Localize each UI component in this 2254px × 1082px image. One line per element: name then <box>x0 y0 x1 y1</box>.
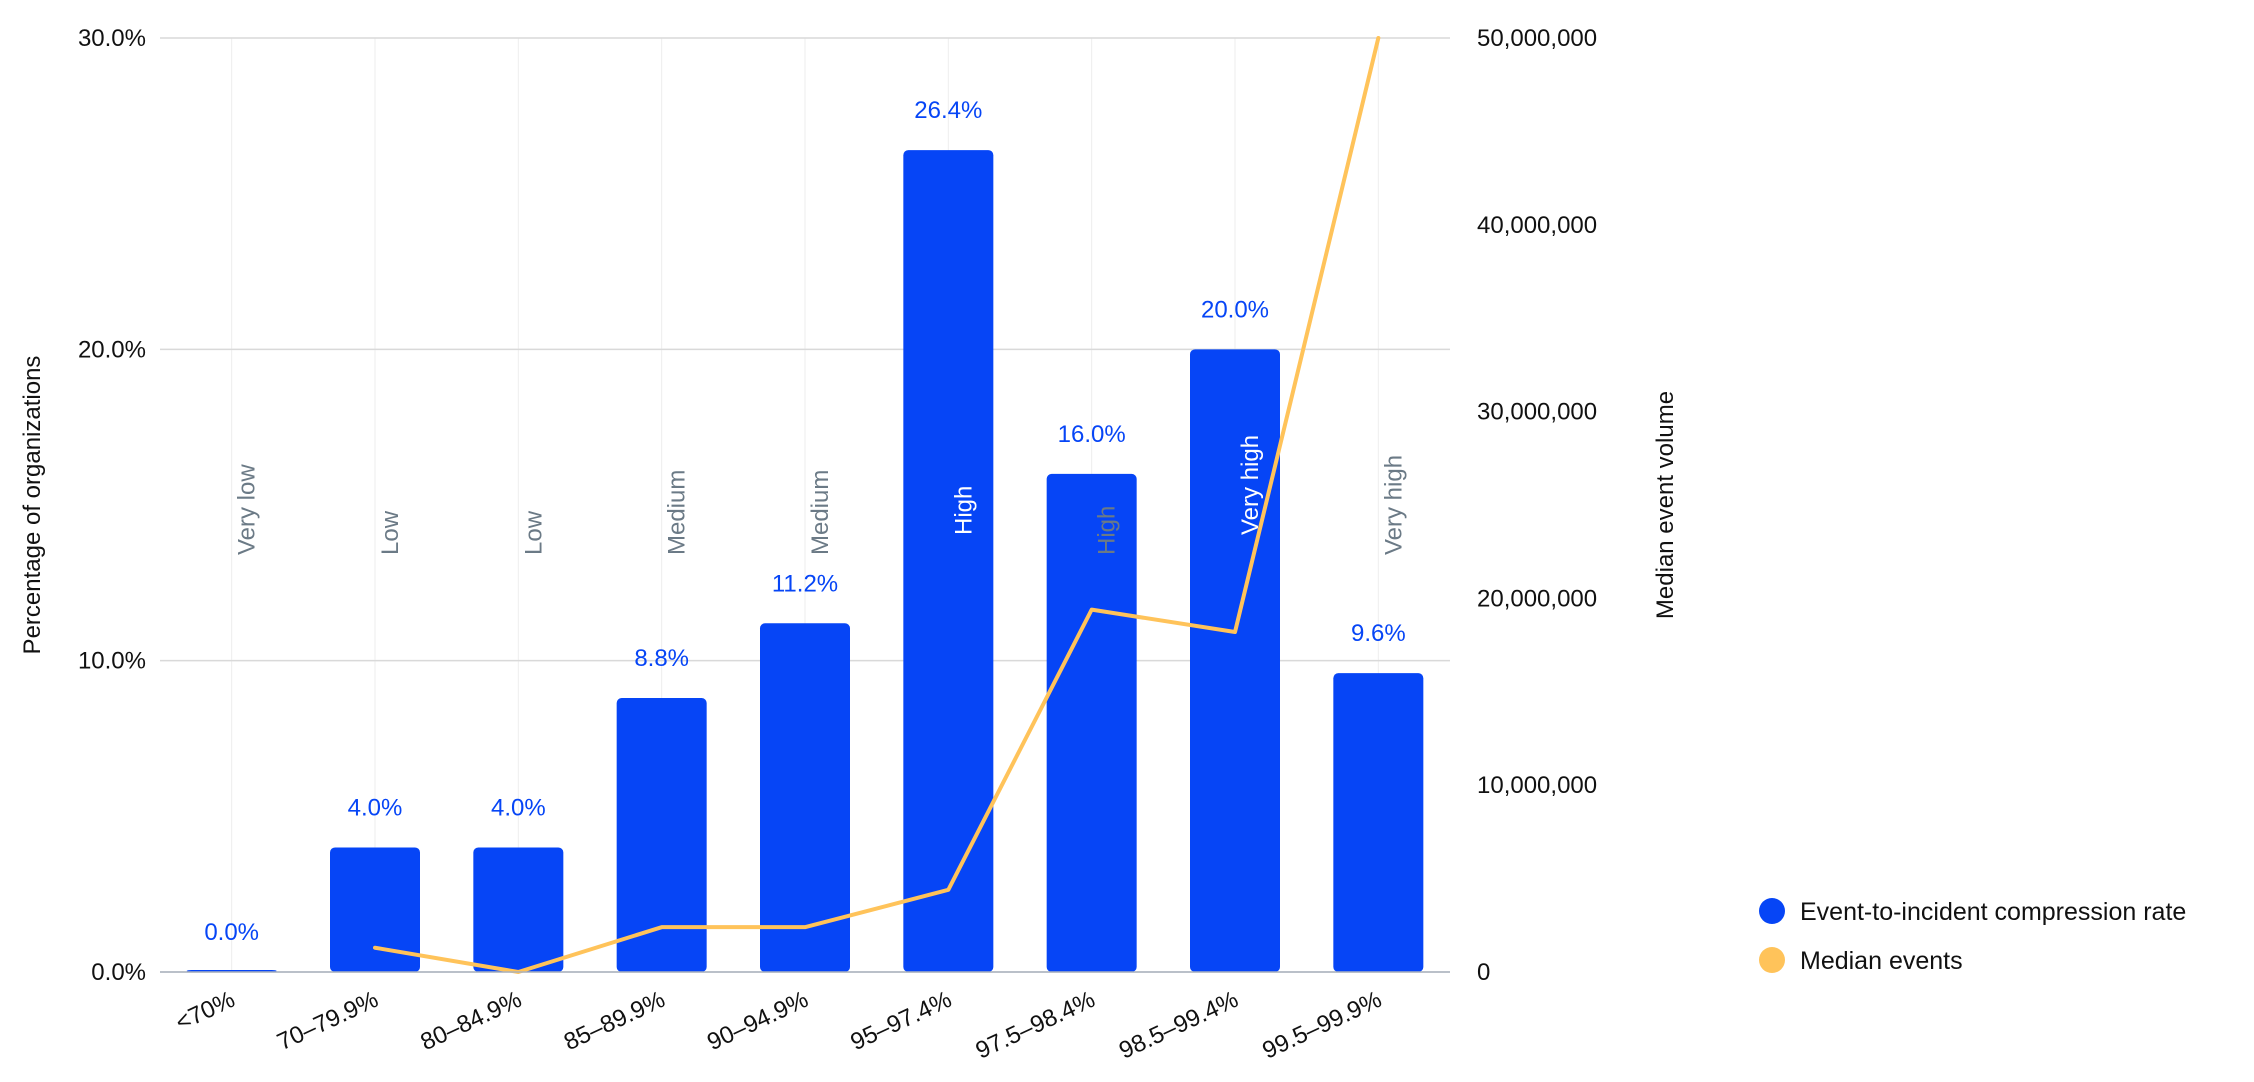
median-events-line <box>373 36 1381 974</box>
x-tick-label: 85–89.9% <box>560 986 669 1056</box>
tier-label: High <box>1094 506 1121 555</box>
bar-data-label: 8.8% <box>634 645 689 672</box>
tier-label: Very high <box>1237 435 1264 535</box>
bar-data-label: 4.0% <box>491 794 546 821</box>
y2-tick-label: 10,000,000 <box>1477 772 1597 799</box>
y2-axis-title: Median event volume <box>1652 391 1679 619</box>
y2-tick-label: 30,000,000 <box>1477 399 1597 426</box>
tier-label: Very high <box>1380 455 1407 555</box>
x-tick-label: 70–79.9% <box>273 986 382 1056</box>
tier-label: Very low <box>234 464 261 555</box>
y2-tick-label: 20,000,000 <box>1477 585 1597 612</box>
y2-tick-label: 40,000,000 <box>1477 212 1597 239</box>
tier-label: Medium <box>664 470 691 555</box>
bar <box>903 150 994 972</box>
bar-data-label: 26.4% <box>914 97 982 124</box>
y2-tick-label: 0 <box>1477 959 1490 986</box>
bar <box>473 847 564 972</box>
legend-label-bars: Event-to-incident compression rate <box>1800 898 2186 926</box>
bar <box>1333 673 1424 972</box>
bar-data-label: 0.0% <box>204 919 259 946</box>
tier-label: High <box>950 486 977 535</box>
bar-data-label: 20.0% <box>1201 296 1269 323</box>
x-tick-label: 97.5–98.4% <box>972 986 1100 1065</box>
bar <box>616 698 707 972</box>
bar <box>330 847 420 972</box>
tier-label: Low <box>520 510 547 555</box>
y-axis-title: Percentage of organizations <box>19 356 46 655</box>
legend-label-line: Median events <box>1800 947 1963 975</box>
y-tick-label: 10.0% <box>78 648 146 675</box>
tier-label: Medium <box>807 470 834 555</box>
bar <box>1190 349 1280 972</box>
x-tick-label: 90–94.9% <box>703 986 812 1056</box>
y-tick-label: 30.0% <box>78 25 146 52</box>
bar-data-label: 9.6% <box>1351 620 1406 647</box>
y-tick-label: 20.0% <box>78 336 146 363</box>
tier-label: Low <box>377 510 404 555</box>
x-tick-label: 80–84.9% <box>416 986 525 1056</box>
x-tick-label: 95–97.4% <box>846 986 955 1056</box>
legend-swatch-line <box>1759 947 1785 973</box>
x-tick-label: 98.5–99.4% <box>1115 986 1243 1065</box>
bar <box>760 623 850 972</box>
legend-swatch-bars <box>1759 898 1785 924</box>
x-tick-label: <70% <box>172 986 240 1037</box>
y-tick-label: 0.0% <box>91 959 146 986</box>
bar-data-label: 16.0% <box>1058 421 1126 448</box>
bar <box>1046 473 1137 972</box>
y2-tick-label: 50,000,000 <box>1477 25 1597 52</box>
bar-data-label: 11.2% <box>772 570 838 597</box>
x-tick-label: 99.5–99.9% <box>1258 986 1386 1065</box>
bar-data-label: 4.0% <box>348 794 403 821</box>
